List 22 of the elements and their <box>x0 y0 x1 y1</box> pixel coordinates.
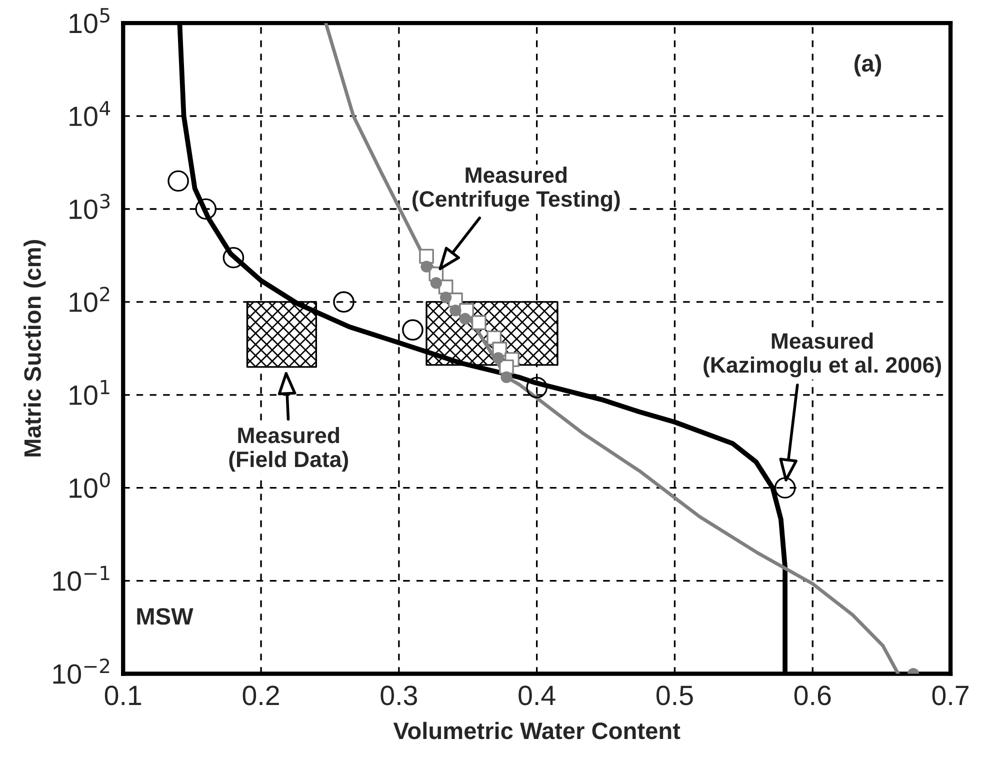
x-tick-label: 0.3 <box>380 686 418 706</box>
y-tick-label: 10$^{0}$ <box>70 472 110 498</box>
y-tick-label: 10$^{5}$ <box>70 8 110 34</box>
y-tick-label: 10$^{1}$ <box>70 380 110 406</box>
x-tick-label: 0.5 <box>656 686 693 706</box>
y-tick-label: 10$^{3}$ <box>70 194 110 220</box>
annotation: Measured (Kazimoglu et al. 2006) <box>704 332 941 378</box>
y-tick-label: 10$^{−1}$ <box>53 566 110 591</box>
y-tick-label: 10$^{4}$ <box>70 101 110 126</box>
annotation: Measured (Field Data) <box>229 426 348 472</box>
y-tick-label: 10$^{−2}$ <box>53 658 110 684</box>
x-axis-title: Volumetric Water Content <box>393 722 680 740</box>
x-tick-label: 0.2 <box>242 686 279 706</box>
annotation: MSW <box>137 608 194 625</box>
x-tick-label: 0.7 <box>932 686 968 706</box>
annotation: Measured (Centrifuge Testing) <box>412 166 620 212</box>
y-tick-label: 10$^{2}$ <box>70 286 110 312</box>
x-tick-label: 0.4 <box>518 686 556 706</box>
annotation: (a) <box>854 54 882 76</box>
x-tick-label: 0.1 <box>104 686 142 706</box>
y-axis-title: Matric Suction (cm) <box>24 240 46 456</box>
x-tick-label: 0.6 <box>794 686 831 706</box>
